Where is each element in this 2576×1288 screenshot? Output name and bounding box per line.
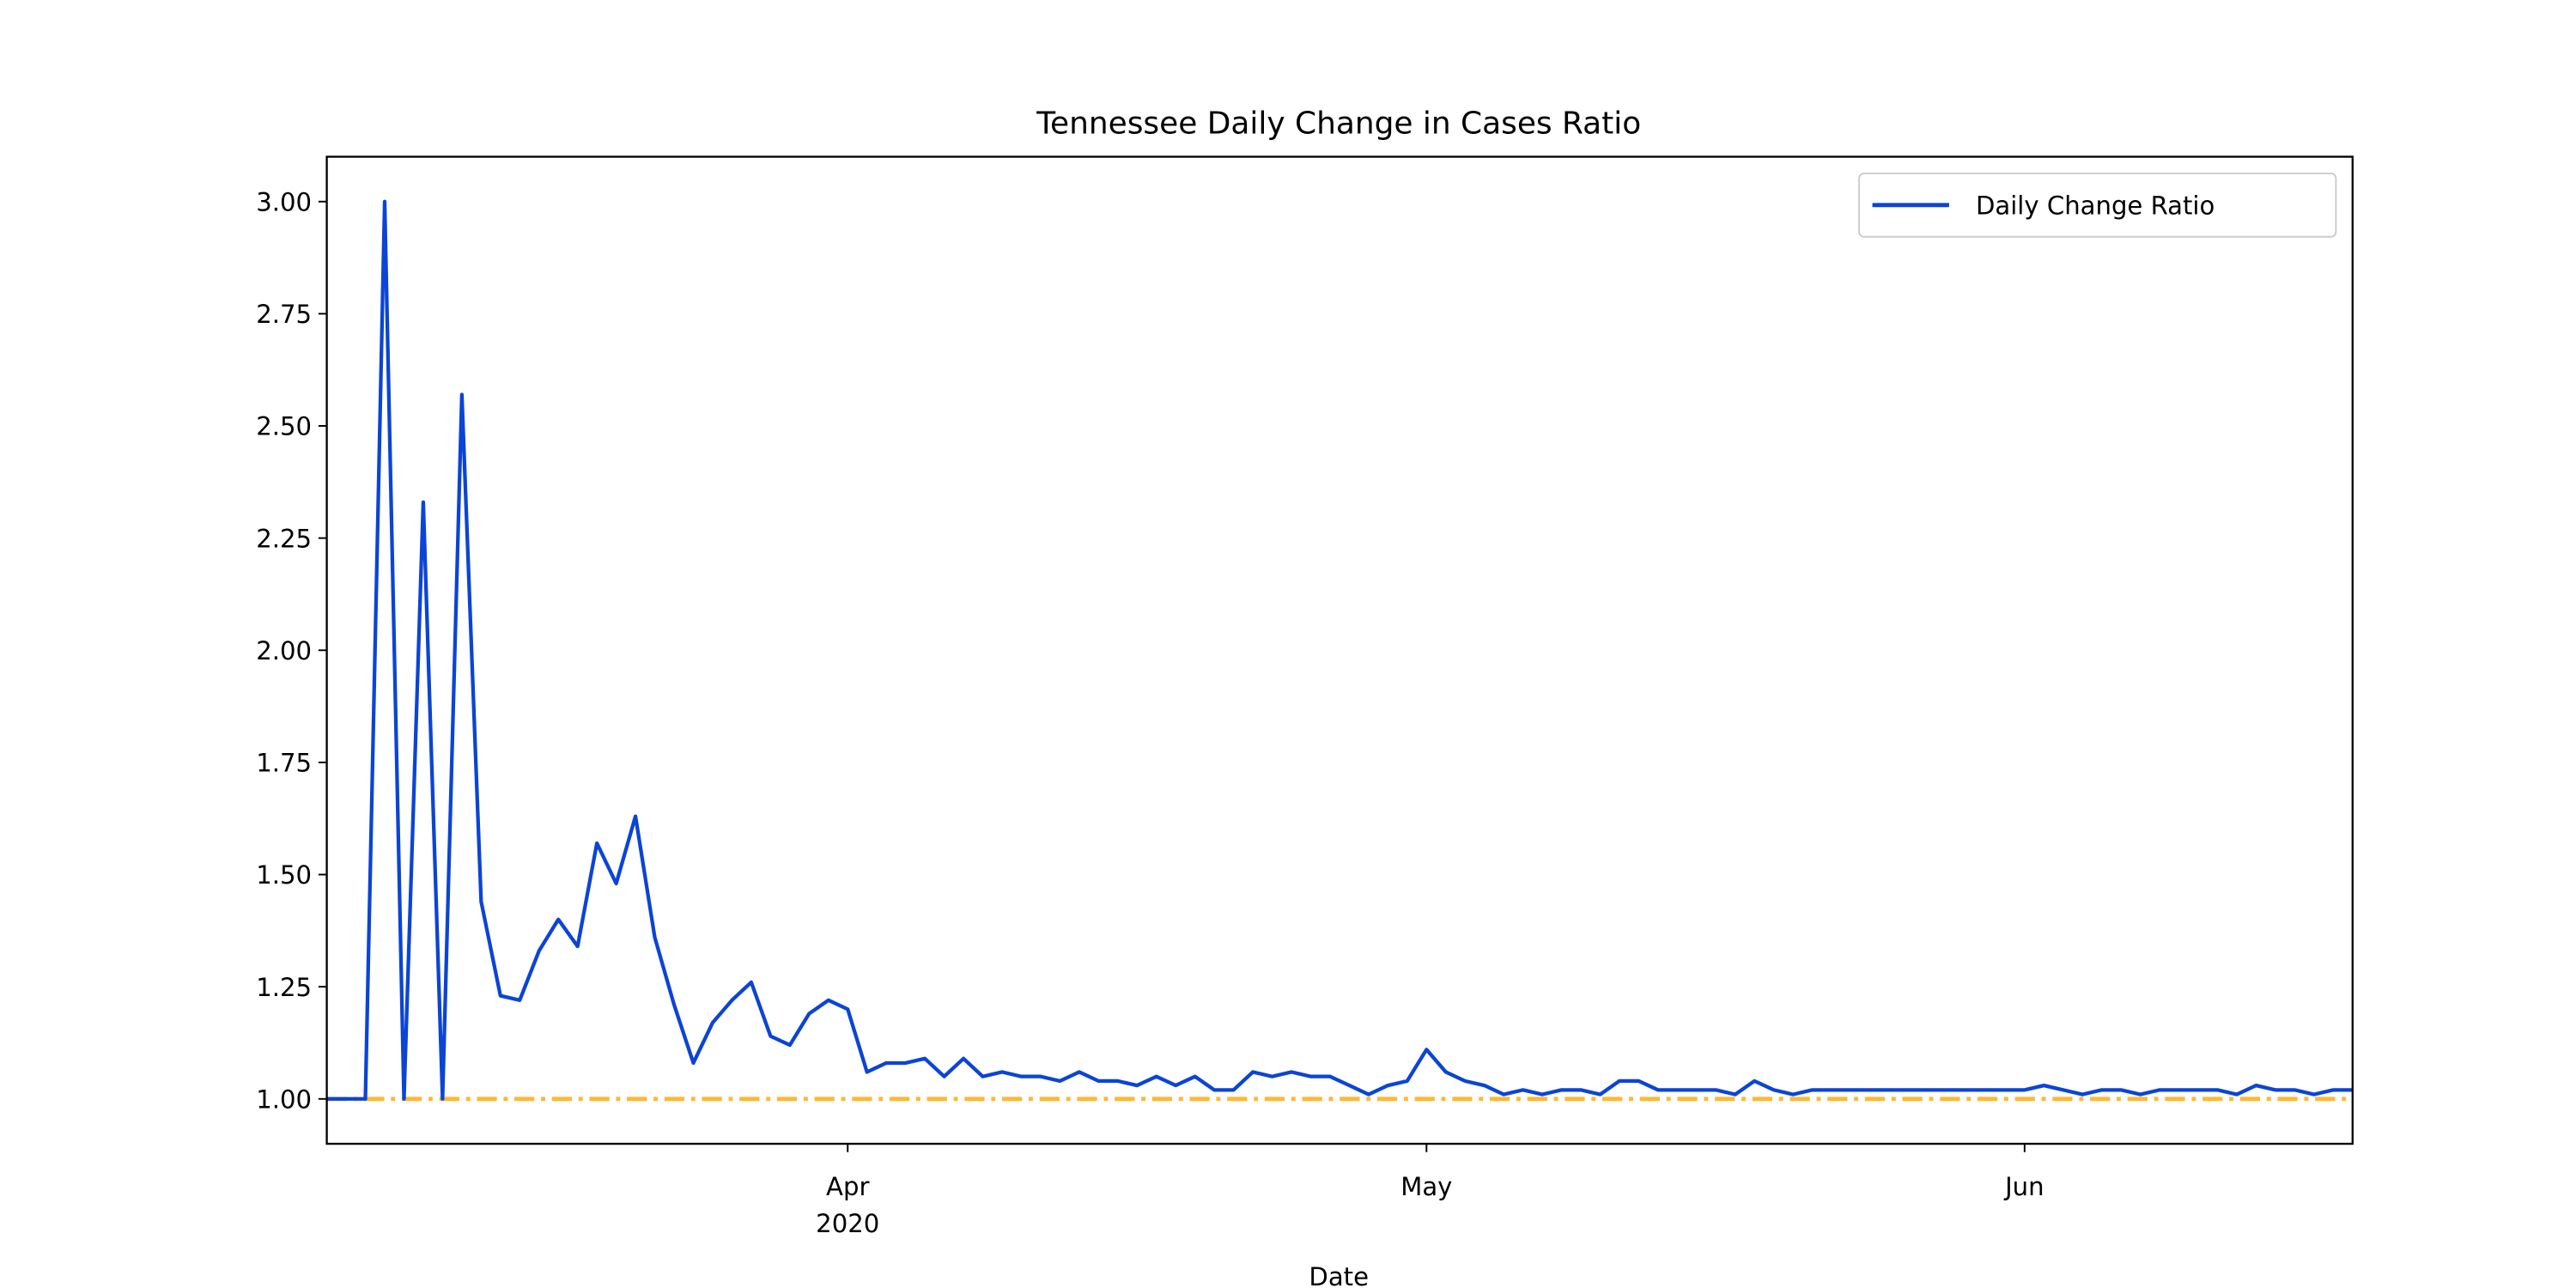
y-tick-label: 1.25 (256, 973, 312, 1002)
y-tick-label: 2.50 (256, 412, 312, 441)
data-line (326, 199, 2353, 1101)
y-tick-label: 2.25 (256, 524, 312, 553)
x-axis-label: Date (1309, 1262, 1369, 1288)
x-tick-label-line: Apr (826, 1172, 869, 1201)
x-tick-label-line: May (1400, 1172, 1452, 1201)
y-tick-label: 1.00 (256, 1084, 312, 1114)
chart-title: Tennessee Daily Change in Cases Ratio (1036, 106, 1641, 141)
x-tick-label-line: 2020 (816, 1209, 879, 1238)
y-tick-label: 1.75 (256, 749, 312, 778)
x-tick-label: May (1400, 1172, 1452, 1201)
legend-box (1858, 172, 2337, 238)
plot-frame (325, 155, 2354, 1145)
legend-label: Daily Change Ratio (1976, 191, 2215, 221)
y-tick-label: 3.00 (256, 187, 312, 216)
x-tick-label: Apr 2020 (816, 1172, 879, 1238)
y-tick-label: 2.75 (256, 300, 312, 329)
x-tick-label: Jun (2003, 1172, 2044, 1201)
y-tick-label: 1.50 (256, 860, 312, 890)
y-tick-label: 2.00 (256, 636, 312, 665)
x-tick-label-line: Jun (2003, 1172, 2044, 1201)
